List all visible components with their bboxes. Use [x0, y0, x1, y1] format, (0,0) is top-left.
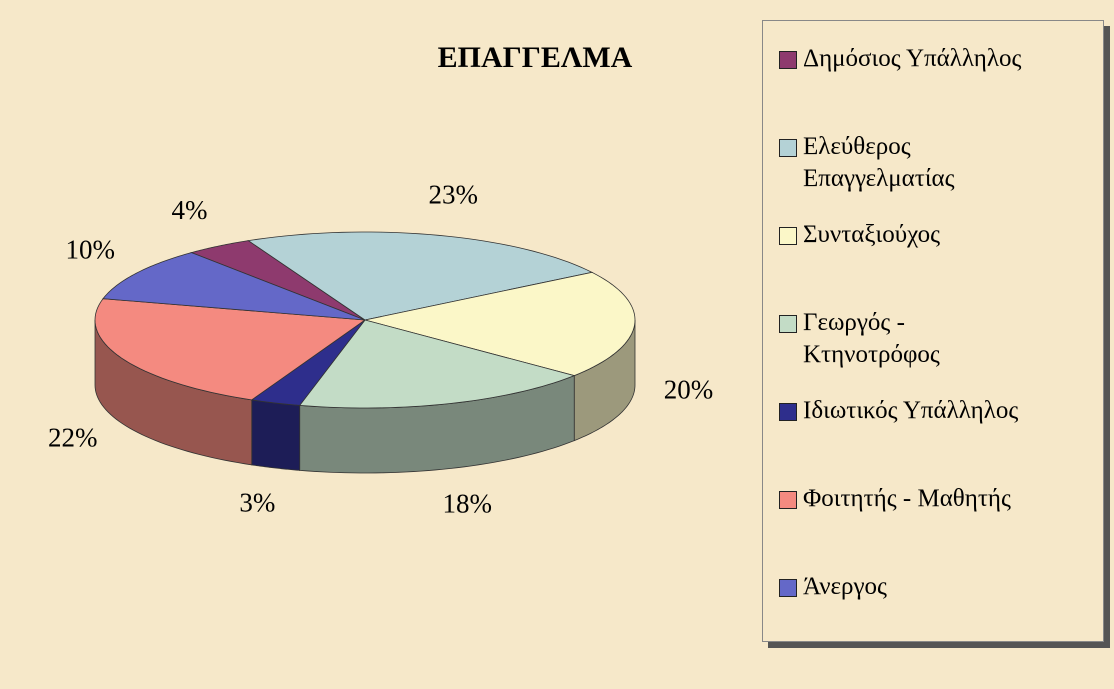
slice — [364, 271, 636, 377]
slice — [102, 252, 366, 321]
data-label: 22% — [48, 422, 98, 452]
data-label: 20% — [664, 374, 714, 404]
legend-item: Συνταξιούχος — [779, 219, 940, 251]
slice — [250, 319, 366, 406]
legend-item: Ιδιωτικός Υπάλληλος — [779, 395, 1018, 427]
data-label: 10% — [65, 235, 115, 265]
legend-swatch — [779, 491, 797, 509]
legend-swatch — [779, 403, 797, 421]
legend-item: Δημόσιος Υπάλληλος — [779, 43, 1021, 75]
slice — [247, 231, 594, 321]
chart-title: ΕΠΑΓΓΕΛΜΑ — [438, 41, 633, 74]
legend-swatch — [779, 315, 797, 333]
slice — [94, 298, 367, 401]
data-label: 4% — [171, 195, 207, 225]
data-label: 3% — [239, 488, 275, 518]
legend: Δημόσιος Υπάλληλος Ελεύθερος Επαγγελματία… — [762, 20, 1104, 642]
slice — [298, 319, 576, 409]
legend-label: Δημόσιος Υπάλληλος — [803, 45, 1022, 72]
legend-label: Άνεργος — [803, 573, 887, 600]
legend-item: Φοιτητής - Μαθητής — [779, 483, 1011, 515]
slice — [190, 240, 366, 321]
legend-swatch — [779, 51, 797, 69]
legend-swatch — [779, 139, 797, 157]
data-label: 23% — [428, 179, 478, 209]
legend-item: Ελεύθερος Επαγγελματίας — [779, 131, 955, 195]
legend-label: Ελεύθερος Επαγγελματίας — [803, 133, 955, 192]
legend-label: Συνταξιούχος — [803, 221, 941, 248]
legend-swatch — [779, 579, 797, 597]
legend-item: Άνεργος — [779, 571, 887, 603]
legend-label: Γεωργός - Κτηνοτρόφος — [803, 309, 940, 368]
data-label: 18% — [443, 488, 493, 518]
legend-label: Ιδιωτικός Υπάλληλος — [803, 397, 1019, 424]
legend-label: Φοιτητής - Μαθητής — [803, 485, 1011, 512]
legend-swatch — [779, 227, 797, 245]
legend-item: Γεωργός - Κτηνοτρόφος — [779, 307, 940, 371]
slice-side — [251, 399, 301, 471]
